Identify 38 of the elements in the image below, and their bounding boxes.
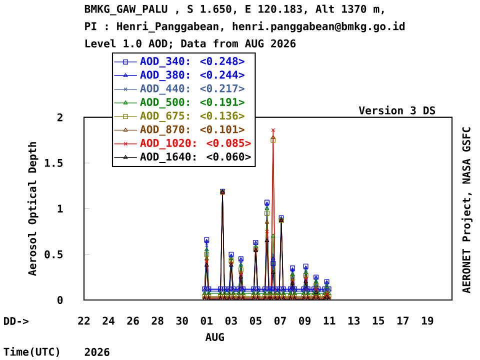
- legend-label: AOD_440: <0.217>: [140, 84, 244, 95]
- text: 2026: [84, 348, 110, 356]
- x-tick-label: 05: [250, 316, 262, 325]
- text: AERONET Project, NASA GSFC: [462, 127, 472, 294]
- y-tick-label: 0: [58, 296, 63, 304]
- x-tick-label: 01: [200, 316, 213, 325]
- legend-label: AOD_500: <0.191>: [140, 98, 244, 108]
- x-tick-label: 15: [372, 316, 384, 325]
- x-tick-label: 03: [225, 316, 237, 325]
- x-tick-label: 17: [397, 316, 409, 324]
- y-tick-label: 0.5: [44, 250, 63, 258]
- x-tick-label: 28: [152, 316, 164, 325]
- x-tick-label: 24: [102, 316, 114, 325]
- y-axis-title: Aerosol Optical Depth: [27, 142, 38, 276]
- x-tick-label: 30: [176, 316, 188, 325]
- text: Version 3 DS: [358, 106, 436, 114]
- x-tick-label: 13: [348, 316, 360, 325]
- chart-title: BMKG_GAW_PALU , S 1.650, E 120.183, Alt 1370 m,: [84, 4, 384, 16]
- x-axis-title: Time(UTC): [4, 346, 60, 358]
- y-tick-label: 1: [58, 204, 63, 213]
- x-tick-label: 19: [422, 316, 434, 325]
- y-tick-label: 1.5: [45, 159, 63, 167]
- x-tick-label: 22: [78, 316, 90, 325]
- text: Level 1.0 AOD; Data from AUG 2026: [85, 39, 296, 49]
- text: AUG: [205, 332, 224, 342]
- legend-label: AOD_1020: <0.085>: [140, 138, 251, 150]
- text: DD->: [4, 317, 28, 325]
- x-tick-label: 26: [127, 316, 139, 325]
- chart-subtitle: PI : Henri_Panggabean, henri.panggabean@bmkg.go.id: [85, 21, 405, 33]
- legend-label: AOD_340: <0.248>: [140, 57, 244, 68]
- legend-label: AOD_1640: <0.060>: [140, 152, 251, 163]
- legend-label: AOD_380: <0.244>: [140, 70, 244, 82]
- x-tick-label: 07: [274, 316, 286, 325]
- legend-label: AOD_675: <0.136>: [140, 112, 244, 122]
- legend-label: AOD_870: <0.101>: [140, 125, 244, 136]
- x-tick-label: 09: [299, 316, 311, 325]
- y-tick-label: 2: [57, 113, 62, 122]
- x-tick-label: 11: [324, 316, 336, 324]
